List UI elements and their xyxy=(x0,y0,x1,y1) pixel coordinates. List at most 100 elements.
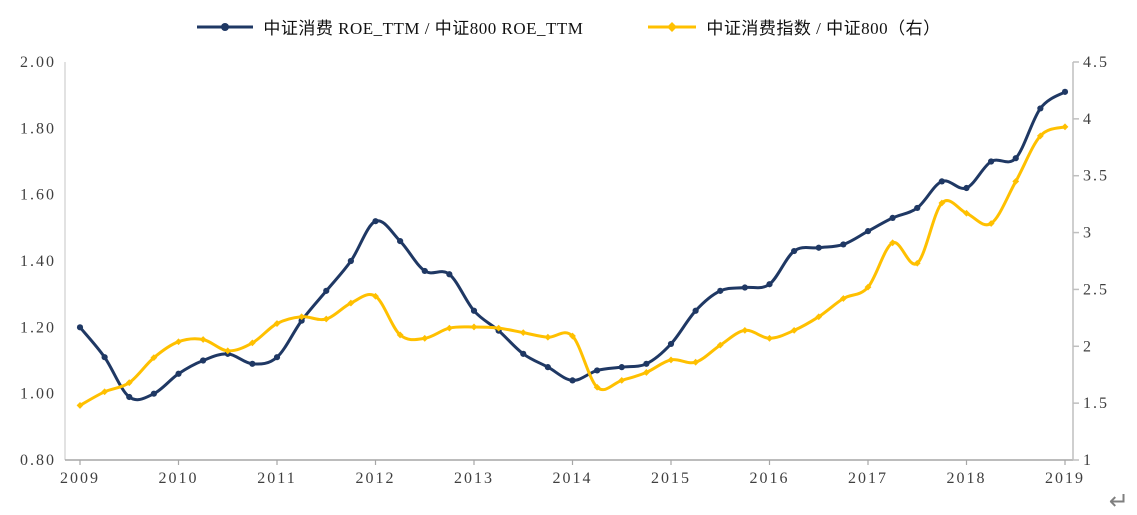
series-0-point-marker xyxy=(101,354,108,361)
series-0-point-marker xyxy=(446,271,453,278)
left-axis-tick-label: 1.00 xyxy=(20,386,56,403)
series-1-point-marker xyxy=(273,320,281,327)
series-1-point-marker xyxy=(175,338,182,346)
series-1-point-marker xyxy=(470,323,478,331)
series-0-point-marker xyxy=(692,307,699,314)
legend-item-index-ratio: 中证消费指数 / 中证800（右） xyxy=(647,14,940,39)
right-axis-tick-label: 2.5 xyxy=(1083,281,1109,298)
right-axis-tick-label: 3.5 xyxy=(1083,168,1109,185)
series-1-point-marker xyxy=(839,295,847,302)
series-1-point-marker xyxy=(199,336,207,343)
legend-line-circle-icon xyxy=(197,22,254,31)
series-1-point-marker xyxy=(125,379,133,387)
series-0-point-marker xyxy=(347,257,354,265)
series-1-point-marker xyxy=(692,358,700,366)
series-0-point-marker xyxy=(717,287,724,294)
series-0-point-marker xyxy=(298,317,305,324)
series-1-point-marker xyxy=(716,341,724,349)
series-1-point-marker xyxy=(790,326,798,334)
series-1-point-marker xyxy=(224,347,232,355)
series-0-point-marker xyxy=(323,287,330,294)
series-1-point-marker xyxy=(544,333,552,341)
series-1-point-marker xyxy=(445,324,453,332)
series-0-point-marker xyxy=(988,158,995,165)
series-0-point-marker xyxy=(741,284,748,291)
series-0-point-marker xyxy=(421,267,428,275)
legend-label-index-ratio: 中证消费指数 / 中证800（右） xyxy=(706,19,941,38)
series-0-point-marker xyxy=(963,184,970,192)
series-0-point-marker xyxy=(938,178,945,185)
series-1-point-marker xyxy=(1036,132,1044,140)
left-axis-tick-label: 1.80 xyxy=(20,120,56,137)
series-1-point-marker xyxy=(76,402,84,409)
left-axis-tick-label: 0.80 xyxy=(20,452,56,469)
series-0-point-marker xyxy=(520,350,527,357)
series-1-point-marker xyxy=(618,377,626,384)
series-0-point-marker xyxy=(791,247,798,255)
series-0-point-marker xyxy=(1012,155,1019,162)
series-1-point-marker xyxy=(593,383,601,391)
series-1-point-marker xyxy=(987,220,995,227)
series-1-point-marker xyxy=(864,283,872,291)
series-1-point-marker xyxy=(913,259,921,267)
series-0-point-marker xyxy=(618,364,625,371)
legend-item-roe-ratio: 中证消费 ROE_TTM / 中证800 ROE_TTM xyxy=(196,14,583,39)
series-0-point-marker xyxy=(470,307,478,314)
paragraph-return-icon: ↵ xyxy=(1108,487,1129,515)
series-1-point-marker xyxy=(741,326,749,334)
right-axis-tick-label: 2 xyxy=(1083,338,1093,355)
x-axis-tick-label: 2019 xyxy=(1045,470,1085,487)
series-0-point-marker xyxy=(889,214,896,221)
series-1-point-marker xyxy=(766,334,773,342)
series-0-point-marker xyxy=(594,367,601,374)
x-axis-tick-label: 2013 xyxy=(454,470,494,487)
right-axis-tick-label: 4 xyxy=(1083,111,1093,128)
series-0-point-marker xyxy=(372,218,379,225)
series-0-point-marker xyxy=(150,390,157,397)
x-axis-tick-label: 2012 xyxy=(356,470,396,487)
series-1-point-marker xyxy=(495,324,503,332)
series-1-point-marker xyxy=(322,315,330,323)
series-0-point-marker xyxy=(273,354,281,361)
left-axis-tick-label: 2.00 xyxy=(20,54,56,71)
series-1-point-marker xyxy=(347,299,355,307)
series-0-point-marker xyxy=(864,228,872,235)
series-0-point-marker xyxy=(1037,105,1044,112)
series-0-point-marker xyxy=(544,364,551,371)
x-axis-tick-label: 2016 xyxy=(750,470,790,487)
right-axis-tick-label: 1 xyxy=(1083,452,1093,469)
series-0-point-marker xyxy=(200,357,207,364)
series-1-point-marker xyxy=(963,209,970,217)
series-0-point-marker xyxy=(840,241,847,248)
series-1-point-marker xyxy=(815,313,823,321)
series-0-point-marker xyxy=(914,204,921,212)
series-1-point-marker xyxy=(569,332,576,340)
series-1-point-marker xyxy=(101,388,109,396)
series-1-point-marker xyxy=(667,356,675,364)
series-0-point-marker xyxy=(175,370,182,377)
series-1-point-marker xyxy=(889,239,897,247)
chart-legend: 中证消费 ROE_TTM / 中证800 ROE_TTM 中证消费指数 / 中证… xyxy=(0,14,1137,39)
series-1-point-marker xyxy=(298,313,306,321)
series-0-point-marker xyxy=(76,324,84,331)
series-1-point-marker xyxy=(150,354,158,362)
series-0-point-marker xyxy=(397,238,404,245)
left-axis-tick-label: 1.60 xyxy=(20,187,56,204)
x-axis-tick-label: 2011 xyxy=(257,470,296,487)
series-1-point-marker xyxy=(372,292,379,300)
series-1-point-marker xyxy=(519,329,527,337)
series-0-point-marker xyxy=(643,360,650,367)
series-0-point-marker xyxy=(667,340,675,348)
right-axis-tick-label: 4.5 xyxy=(1083,54,1109,71)
x-axis-tick-label: 2010 xyxy=(159,470,199,487)
series-1-point-marker xyxy=(938,199,946,207)
series-1-point-marker xyxy=(1061,123,1069,131)
series-1-point-marker xyxy=(248,339,256,347)
legend-line-diamond-icon xyxy=(648,21,697,32)
x-axis-tick-label: 2018 xyxy=(947,470,987,487)
series-1-point-marker xyxy=(642,369,650,376)
series-0-point-marker xyxy=(815,244,822,251)
x-axis-tick-label: 2014 xyxy=(553,470,593,487)
